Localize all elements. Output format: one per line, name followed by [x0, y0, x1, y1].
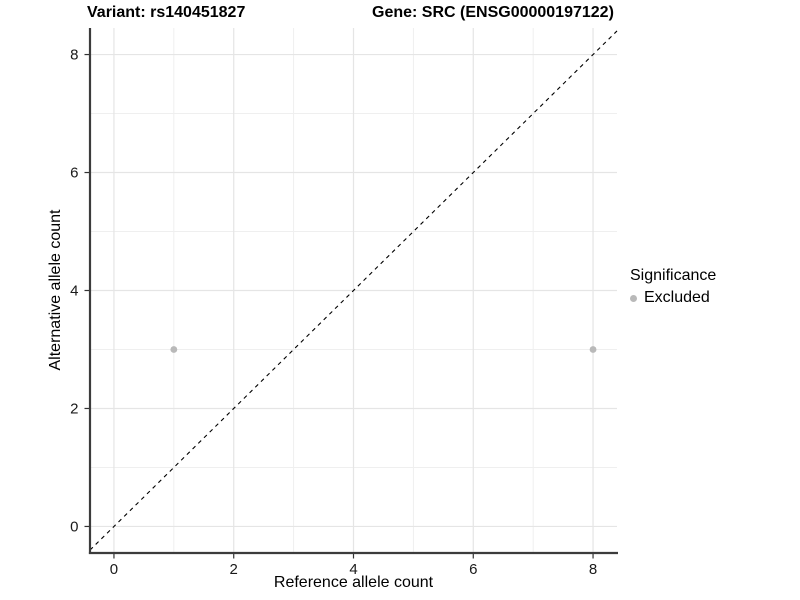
- plot-title-variant: Variant: rs140451827: [87, 4, 246, 21]
- y-axis-title: Alternative allele count: [47, 209, 64, 371]
- y-tick-label: 8: [70, 47, 78, 64]
- y-tick-label: 0: [70, 518, 78, 535]
- legend-point-icon: [630, 294, 637, 302]
- y-tick-label: 2: [70, 400, 78, 417]
- plot-title-gene: Gene: SRC (ENSG00000197122): [372, 4, 614, 21]
- y-tick-label: 4: [70, 283, 78, 300]
- data-point: [589, 346, 597, 353]
- data-point: [170, 346, 178, 353]
- y-tick-label: 6: [70, 165, 78, 182]
- identity-reference-line: [89, 30, 618, 551]
- legend: Significance Excluded: [630, 267, 716, 307]
- x-tick-label: 0: [110, 561, 118, 578]
- x-tick-label: 4: [349, 561, 357, 578]
- legend-title: Significance: [630, 267, 717, 284]
- x-tick-label: 8: [589, 561, 597, 578]
- x-axis-title: Reference allele count: [273, 574, 434, 591]
- legend-item-excluded: Excluded: [630, 289, 716, 307]
- legend-item-label: Excluded: [644, 289, 710, 306]
- x-tick-label: 6: [469, 561, 477, 578]
- x-tick-label: 2: [230, 561, 238, 578]
